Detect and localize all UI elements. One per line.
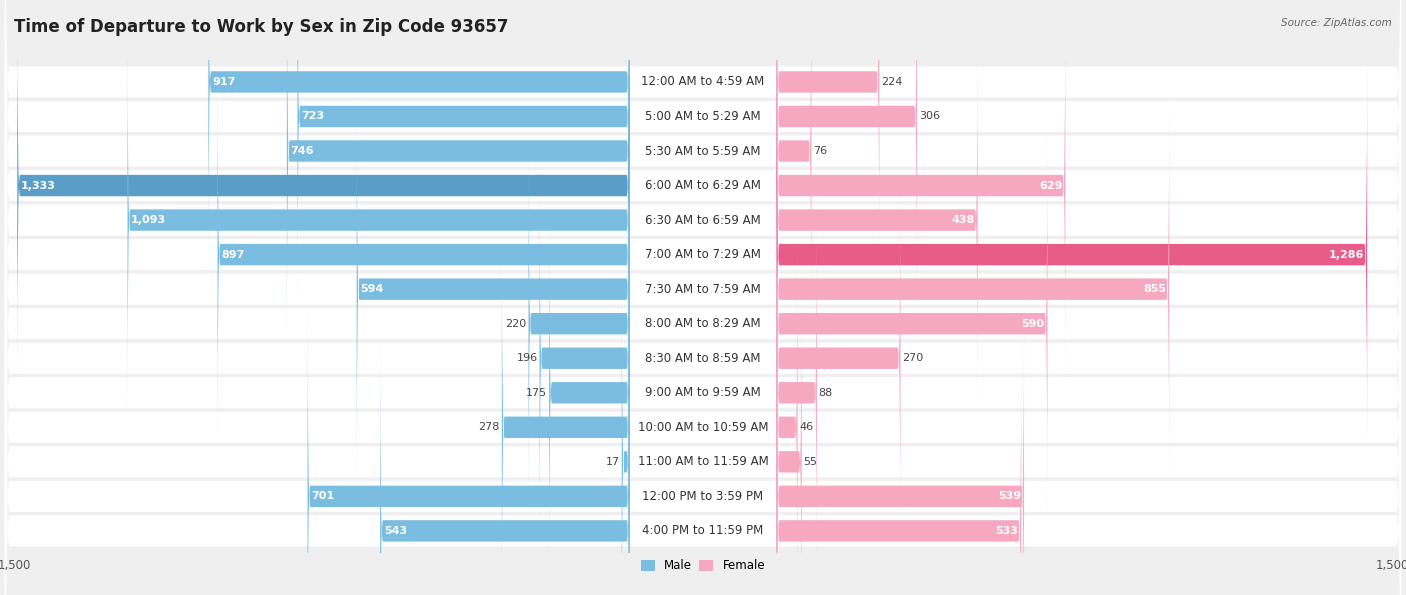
Text: 5:30 AM to 5:59 AM: 5:30 AM to 5:59 AM bbox=[645, 145, 761, 158]
Text: 7:30 AM to 7:59 AM: 7:30 AM to 7:59 AM bbox=[645, 283, 761, 296]
Text: 543: 543 bbox=[384, 526, 406, 536]
FancyBboxPatch shape bbox=[776, 58, 1367, 451]
Text: 1,333: 1,333 bbox=[21, 180, 56, 190]
Text: Time of Departure to Work by Sex in Zip Code 93657: Time of Departure to Work by Sex in Zip … bbox=[14, 18, 509, 36]
Text: 594: 594 bbox=[360, 284, 384, 294]
Text: 701: 701 bbox=[311, 491, 335, 502]
Text: 746: 746 bbox=[291, 146, 314, 156]
Text: 723: 723 bbox=[301, 111, 325, 121]
Text: 7:00 AM to 7:29 AM: 7:00 AM to 7:29 AM bbox=[645, 248, 761, 261]
FancyBboxPatch shape bbox=[4, 0, 1402, 595]
Text: 6:30 AM to 6:59 AM: 6:30 AM to 6:59 AM bbox=[645, 214, 761, 227]
FancyBboxPatch shape bbox=[776, 0, 811, 347]
FancyBboxPatch shape bbox=[776, 127, 1047, 520]
FancyBboxPatch shape bbox=[4, 0, 1402, 550]
FancyBboxPatch shape bbox=[218, 58, 630, 451]
FancyBboxPatch shape bbox=[17, 0, 630, 382]
Text: 5:00 AM to 5:29 AM: 5:00 AM to 5:29 AM bbox=[645, 110, 761, 123]
Text: 46: 46 bbox=[800, 422, 814, 433]
FancyBboxPatch shape bbox=[4, 0, 1402, 481]
FancyBboxPatch shape bbox=[4, 0, 1402, 584]
Text: Source: ZipAtlas.com: Source: ZipAtlas.com bbox=[1281, 18, 1392, 28]
FancyBboxPatch shape bbox=[540, 162, 630, 555]
Text: 270: 270 bbox=[903, 353, 924, 363]
Text: 9:00 AM to 9:59 AM: 9:00 AM to 9:59 AM bbox=[645, 386, 761, 399]
FancyBboxPatch shape bbox=[550, 196, 630, 589]
FancyBboxPatch shape bbox=[4, 29, 1402, 595]
Text: 220: 220 bbox=[505, 319, 527, 328]
Text: 1,093: 1,093 bbox=[131, 215, 166, 225]
FancyBboxPatch shape bbox=[776, 162, 900, 555]
Text: 4:00 PM to 11:59 PM: 4:00 PM to 11:59 PM bbox=[643, 524, 763, 537]
FancyBboxPatch shape bbox=[502, 231, 630, 595]
Text: 76: 76 bbox=[813, 146, 827, 156]
FancyBboxPatch shape bbox=[776, 24, 977, 416]
Text: 855: 855 bbox=[1143, 284, 1167, 294]
Text: 8:00 AM to 8:29 AM: 8:00 AM to 8:29 AM bbox=[645, 317, 761, 330]
FancyBboxPatch shape bbox=[4, 0, 1402, 446]
FancyBboxPatch shape bbox=[776, 0, 1066, 382]
FancyBboxPatch shape bbox=[776, 93, 1170, 486]
FancyBboxPatch shape bbox=[776, 334, 1021, 595]
Text: 533: 533 bbox=[995, 526, 1018, 536]
Text: 196: 196 bbox=[516, 353, 537, 363]
Text: 10:00 AM to 10:59 AM: 10:00 AM to 10:59 AM bbox=[638, 421, 768, 434]
FancyBboxPatch shape bbox=[4, 167, 1402, 595]
FancyBboxPatch shape bbox=[4, 98, 1402, 595]
Text: 11:00 AM to 11:59 AM: 11:00 AM to 11:59 AM bbox=[638, 455, 768, 468]
FancyBboxPatch shape bbox=[357, 93, 630, 486]
FancyBboxPatch shape bbox=[287, 0, 630, 347]
FancyBboxPatch shape bbox=[4, 132, 1402, 595]
Text: 278: 278 bbox=[478, 422, 501, 433]
FancyBboxPatch shape bbox=[208, 0, 630, 278]
Text: 12:00 AM to 4:59 AM: 12:00 AM to 4:59 AM bbox=[641, 76, 765, 89]
Text: 6:00 AM to 6:29 AM: 6:00 AM to 6:29 AM bbox=[645, 179, 761, 192]
FancyBboxPatch shape bbox=[308, 300, 630, 595]
Text: 17: 17 bbox=[606, 457, 620, 467]
FancyBboxPatch shape bbox=[4, 63, 1402, 595]
Text: 88: 88 bbox=[818, 388, 832, 398]
Text: 8:30 AM to 8:59 AM: 8:30 AM to 8:59 AM bbox=[645, 352, 761, 365]
Text: 438: 438 bbox=[952, 215, 974, 225]
FancyBboxPatch shape bbox=[4, 0, 1402, 412]
FancyBboxPatch shape bbox=[776, 300, 1024, 595]
FancyBboxPatch shape bbox=[776, 0, 917, 313]
Text: 917: 917 bbox=[212, 77, 235, 87]
FancyBboxPatch shape bbox=[776, 196, 817, 589]
FancyBboxPatch shape bbox=[529, 127, 630, 520]
Text: 590: 590 bbox=[1022, 319, 1045, 328]
FancyBboxPatch shape bbox=[298, 0, 630, 313]
Text: 897: 897 bbox=[221, 250, 245, 259]
FancyBboxPatch shape bbox=[4, 0, 1402, 595]
Text: 175: 175 bbox=[526, 388, 547, 398]
FancyBboxPatch shape bbox=[776, 265, 801, 595]
Text: 306: 306 bbox=[920, 111, 939, 121]
FancyBboxPatch shape bbox=[128, 24, 630, 416]
Legend: Male, Female: Male, Female bbox=[636, 555, 770, 577]
Text: 1,286: 1,286 bbox=[1329, 250, 1364, 259]
FancyBboxPatch shape bbox=[4, 201, 1402, 595]
Text: 539: 539 bbox=[998, 491, 1021, 502]
FancyBboxPatch shape bbox=[621, 265, 630, 595]
FancyBboxPatch shape bbox=[4, 0, 1402, 515]
FancyBboxPatch shape bbox=[776, 0, 879, 278]
Text: 224: 224 bbox=[882, 77, 903, 87]
FancyBboxPatch shape bbox=[776, 231, 797, 595]
FancyBboxPatch shape bbox=[380, 334, 630, 595]
Text: 629: 629 bbox=[1039, 180, 1063, 190]
Text: 55: 55 bbox=[804, 457, 817, 467]
Text: 12:00 PM to 3:59 PM: 12:00 PM to 3:59 PM bbox=[643, 490, 763, 503]
